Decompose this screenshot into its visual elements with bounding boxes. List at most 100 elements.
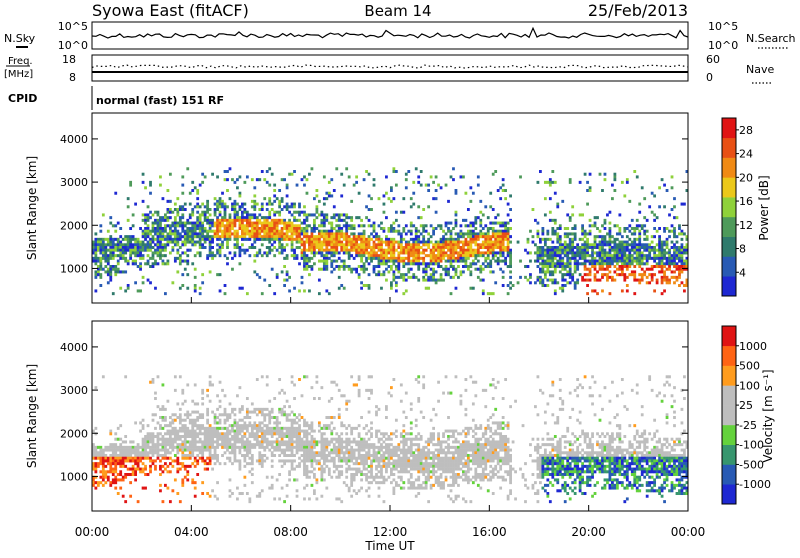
data-cell [328, 468, 331, 471]
data-cell [219, 213, 222, 216]
data-cell [306, 465, 309, 468]
data-cell [345, 241, 348, 244]
data-cell [152, 462, 155, 465]
data-cell [549, 279, 552, 282]
data-cell [263, 279, 266, 282]
data-cell [482, 268, 485, 271]
data-cell [435, 260, 438, 263]
data-cell [609, 254, 612, 257]
data-cell [221, 205, 224, 208]
data-cell [628, 273, 631, 276]
data-cell [184, 243, 187, 246]
data-cell [204, 238, 207, 241]
data-cell [487, 230, 490, 233]
data-cell [551, 241, 554, 244]
data-cell [388, 257, 391, 260]
data-cell [114, 468, 117, 471]
data-cell [325, 457, 328, 460]
data-cell [420, 232, 423, 235]
data-cell [216, 227, 219, 230]
data-cell [104, 459, 107, 462]
data-cell [226, 449, 229, 452]
data-cell [243, 416, 246, 419]
data-cell [162, 230, 165, 233]
data-cell [296, 432, 299, 435]
data-cell [311, 430, 314, 433]
data-cell [494, 170, 497, 173]
data-cell [499, 249, 502, 252]
data-cell [668, 262, 671, 265]
data-cell [137, 459, 140, 462]
data-cell [234, 446, 237, 449]
data-cell [432, 273, 435, 276]
data-cell [266, 216, 269, 219]
data-cell [174, 232, 177, 235]
data-cell [611, 254, 614, 257]
data-cell [328, 230, 331, 233]
data-cell [325, 427, 328, 430]
data-cell [117, 243, 120, 246]
data-cell [594, 276, 597, 279]
data-cell [303, 249, 306, 252]
data-cell [390, 186, 393, 189]
data-cell [293, 421, 296, 424]
data-cell [176, 257, 179, 260]
data-cell [308, 273, 311, 276]
data-cell [571, 249, 574, 252]
data-cell [216, 459, 219, 462]
data-cell [162, 232, 165, 235]
data-cell [174, 427, 177, 430]
data-cell [641, 260, 644, 263]
data-cell [189, 222, 192, 225]
data-cell [102, 476, 105, 479]
data-cell [402, 265, 405, 268]
data-cell [614, 175, 617, 178]
data-cell [440, 238, 443, 241]
data-cell [415, 230, 418, 233]
data-cell [301, 243, 304, 246]
data-cell [594, 262, 597, 265]
data-cell [313, 430, 316, 433]
data-cell [333, 457, 336, 460]
data-cell [626, 260, 629, 263]
data-cell [171, 246, 174, 249]
data-cell [194, 227, 197, 230]
data-cell [206, 411, 209, 414]
data-cell [422, 227, 425, 230]
data-cell [544, 254, 547, 257]
data-cell [179, 446, 182, 449]
data-cell [474, 219, 477, 222]
data-cell [261, 430, 264, 433]
data-cell [306, 473, 309, 476]
data-cell [256, 443, 259, 446]
data-cell [507, 265, 510, 268]
data-cell [107, 268, 110, 271]
data-cell [683, 265, 686, 268]
data-cell [445, 222, 448, 225]
data-cell [479, 235, 482, 238]
data-cell [676, 216, 679, 219]
data-cell [306, 254, 309, 257]
data-cell [273, 246, 276, 249]
data-cell [541, 238, 544, 241]
data-cell [323, 457, 326, 460]
data-cell [206, 435, 209, 438]
data-cell [179, 287, 182, 290]
data-cell [544, 243, 547, 246]
data-cell [306, 235, 309, 238]
data-cell [291, 449, 294, 452]
data-cell [333, 449, 336, 452]
data-cell [569, 270, 572, 273]
data-cell [574, 260, 577, 263]
data-cell [564, 284, 567, 287]
data-cell [507, 213, 510, 216]
data-cell [628, 200, 631, 203]
data-cell [231, 268, 234, 271]
data-cell [142, 443, 145, 446]
data-cell [288, 222, 291, 225]
data-cell [253, 227, 256, 230]
data-cell [318, 213, 321, 216]
data-cell [440, 251, 443, 254]
data-cell [368, 173, 371, 176]
data-cell [479, 246, 482, 249]
